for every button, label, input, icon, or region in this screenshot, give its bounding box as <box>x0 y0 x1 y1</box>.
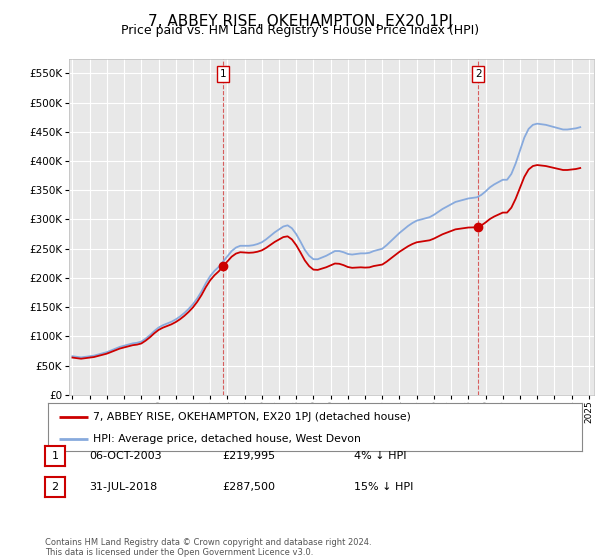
Text: 1: 1 <box>52 451 58 461</box>
Text: HPI: Average price, detached house, West Devon: HPI: Average price, detached house, West… <box>94 434 361 444</box>
Text: 4% ↓ HPI: 4% ↓ HPI <box>354 451 407 461</box>
Text: 06-OCT-2003: 06-OCT-2003 <box>89 451 161 461</box>
Text: £219,995: £219,995 <box>222 451 275 461</box>
Text: 15% ↓ HPI: 15% ↓ HPI <box>354 482 413 492</box>
Text: 31-JUL-2018: 31-JUL-2018 <box>89 482 157 492</box>
Text: £287,500: £287,500 <box>222 482 275 492</box>
Text: 1: 1 <box>220 69 226 79</box>
Text: 7, ABBEY RISE, OKEHAMPTON, EX20 1PJ: 7, ABBEY RISE, OKEHAMPTON, EX20 1PJ <box>148 14 452 29</box>
Text: 7, ABBEY RISE, OKEHAMPTON, EX20 1PJ (detached house): 7, ABBEY RISE, OKEHAMPTON, EX20 1PJ (det… <box>94 412 411 422</box>
Text: 2: 2 <box>475 69 482 79</box>
Text: Contains HM Land Registry data © Crown copyright and database right 2024.
This d: Contains HM Land Registry data © Crown c… <box>45 538 371 557</box>
Text: Price paid vs. HM Land Registry's House Price Index (HPI): Price paid vs. HM Land Registry's House … <box>121 24 479 37</box>
Text: 2: 2 <box>52 482 58 492</box>
